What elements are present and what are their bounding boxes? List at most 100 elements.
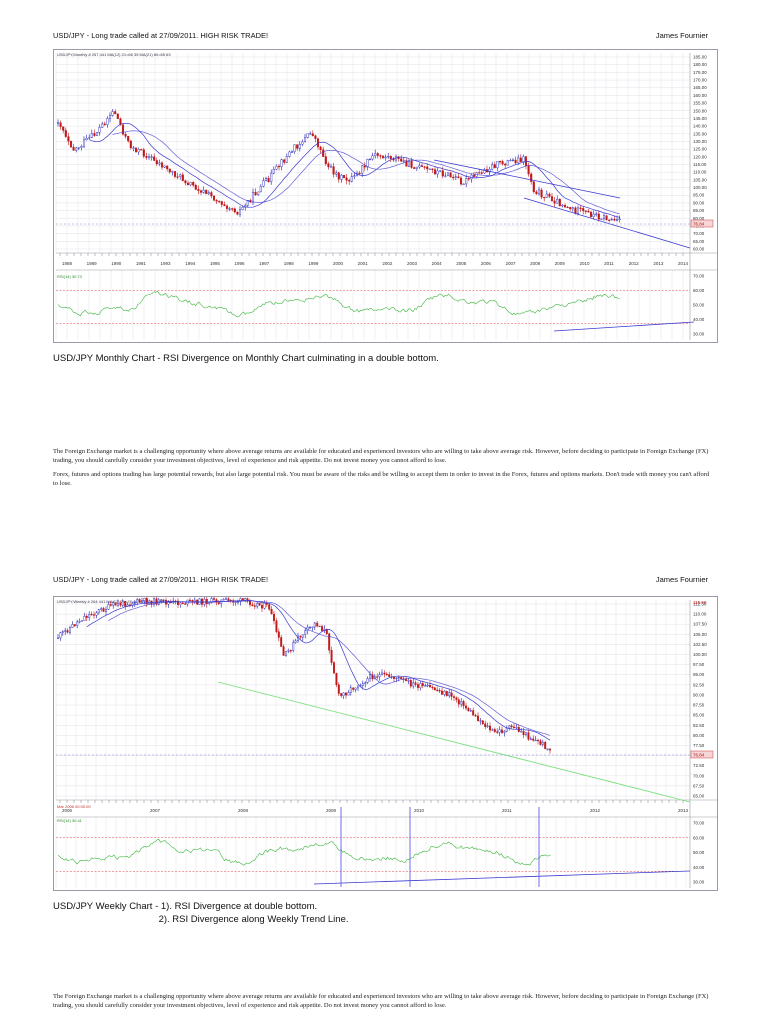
c2-candle — [515, 727, 518, 729]
c1-candle — [348, 180, 351, 182]
c2-candle — [474, 715, 477, 717]
disclaimer-paragraph-2: Forex, futures and options trading has l… — [53, 471, 710, 487]
c1-candle — [241, 206, 244, 210]
c2-candle — [433, 687, 436, 691]
c1-candle — [176, 176, 179, 178]
c1-rsi-tick: 60.00 — [693, 288, 705, 293]
c2-rsi-line — [57, 839, 551, 866]
c1-candle — [303, 137, 307, 143]
c2-price-tick: 105.00 — [693, 632, 707, 637]
monthly-chart-grid — [55, 53, 690, 340]
page2-disclaimer: The Foreign Exchange market is a challen… — [53, 993, 713, 1016]
c1-candle — [384, 156, 387, 159]
c1-candle — [426, 166, 429, 170]
monthly-rsi-panel: 70.00 60.00 50.00 40.00 30.00 — [56, 274, 705, 337]
c1-candle — [215, 200, 218, 202]
c1-candle — [202, 189, 205, 193]
c1-candle — [134, 147, 138, 153]
monthly-chart-label: USDJPY,Monthly # 257.441 MA(12) 21=66 35… — [57, 52, 171, 57]
c1-price-tick: 170.00 — [693, 78, 707, 83]
c1-candle — [314, 135, 317, 139]
c1-candle — [64, 130, 67, 137]
c1-candle — [290, 151, 294, 153]
c2-candle — [275, 620, 278, 632]
c1-price-tick: 115.00 — [693, 162, 707, 167]
c1-candle — [418, 165, 421, 168]
c2-candle — [469, 710, 472, 712]
c2-candle — [93, 614, 95, 616]
c2-rsi-tick: 30.00 — [693, 880, 705, 885]
c2-candle — [97, 609, 100, 614]
c2-price-tick: 102.50 — [693, 642, 707, 647]
c1-candle — [277, 165, 281, 168]
c1-candle — [324, 156, 327, 164]
c1-candle — [361, 165, 364, 174]
c1-candle — [446, 172, 450, 177]
c2-candle — [505, 727, 508, 732]
c1-candle — [592, 213, 595, 217]
c1-candle — [501, 161, 504, 165]
c1-candle — [121, 124, 125, 135]
c2-candle — [493, 729, 496, 732]
c1-candle — [309, 133, 312, 135]
c1-price-tick: 140.00 — [693, 124, 707, 129]
c2-candle — [73, 624, 76, 626]
c2-candle — [438, 690, 441, 692]
weekly-current-price-tag — [690, 750, 714, 759]
c2-candle — [541, 742, 544, 745]
c1-candle — [254, 191, 257, 196]
c2-price-tick: 107.50 — [693, 622, 707, 627]
c2-candle — [138, 599, 141, 603]
c2-price-tick: 80.00 — [693, 733, 705, 738]
c1-candle — [101, 123, 104, 128]
c2-candle — [501, 729, 503, 733]
c1-candle — [335, 172, 338, 175]
c2-candle — [222, 599, 225, 601]
page1-caption: USD/JPY Monthly Chart - RSI Divergence o… — [53, 353, 439, 364]
c1-candle — [535, 191, 538, 195]
c1-year-label: 2007 — [506, 261, 517, 266]
weekly-chart: USDJPY,Weekly # 264 441 MA(12) 21=79.48 … — [53, 596, 718, 891]
c2-price-tick: 100.00 — [693, 652, 707, 657]
c2-year-label: 2009 — [326, 808, 337, 813]
weekly-moving-averages — [86, 599, 551, 741]
c2-candle — [162, 599, 165, 601]
c2-candle — [143, 598, 146, 601]
c2-ma-line — [86, 599, 551, 741]
c2-candle — [486, 725, 489, 727]
c1-candle — [212, 195, 216, 201]
c2-candle — [397, 677, 400, 679]
c1-candle — [618, 218, 621, 220]
c1-candle — [366, 159, 369, 168]
c1-candle — [319, 146, 322, 150]
page2-header-title: USD/JPY - Long trade called at 27/09/201… — [53, 575, 269, 584]
c1-candle — [306, 133, 309, 138]
c1-candle — [137, 149, 140, 153]
c1-candle — [462, 183, 465, 185]
c1-candle — [293, 144, 296, 152]
c2-candle — [352, 687, 355, 690]
c1-candle — [186, 182, 190, 186]
c1-price-tick: 85.00 — [693, 208, 705, 213]
c2-candle — [153, 598, 155, 605]
c1-candle — [517, 157, 520, 164]
c2-candle — [316, 622, 319, 627]
c1-candle — [288, 151, 291, 157]
c1-candle — [298, 143, 301, 149]
c1-candle — [358, 172, 361, 175]
c2-candle — [155, 598, 158, 605]
c1-candle — [238, 209, 242, 215]
c1-candle — [558, 199, 561, 207]
c1-candle — [569, 207, 572, 210]
c2-candle — [181, 602, 184, 604]
page1-disclaimer: The Foreign Exchange market is a challen… — [53, 448, 713, 494]
c2-rsi-tick: 70.00 — [693, 821, 705, 826]
c2-candle — [131, 603, 134, 606]
c1-year-label: 2009 — [555, 261, 566, 266]
c2-price-tick: 65.00 — [693, 794, 705, 799]
c1-candle — [571, 207, 574, 210]
c1-candle — [205, 189, 208, 195]
c2-candle — [417, 684, 419, 688]
c2-year-label: 2013 — [678, 808, 689, 813]
c2-candle — [119, 603, 122, 606]
